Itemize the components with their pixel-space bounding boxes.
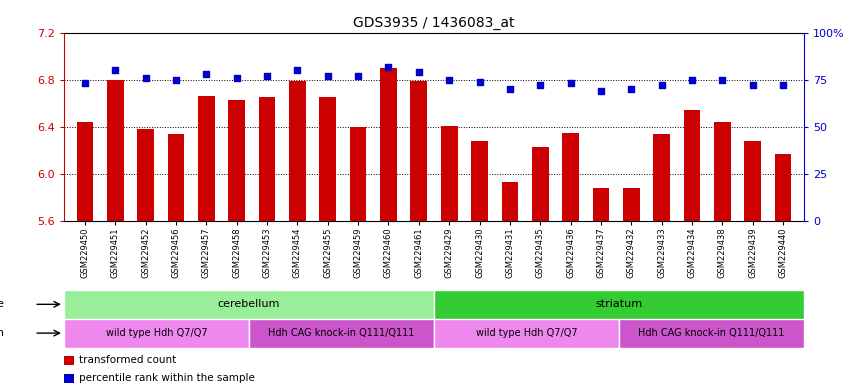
Text: Hdh CAG knock-in Q111/Q111: Hdh CAG knock-in Q111/Q111 [638,328,785,338]
Point [351,73,365,79]
Bar [64,356,74,365]
Bar [77,122,94,221]
Bar [592,188,609,221]
Bar [64,319,248,348]
Point [563,80,577,86]
Text: striatum: striatum [596,299,643,310]
Bar [248,319,434,348]
Bar [501,182,518,221]
Bar [64,374,74,383]
Point [321,73,334,79]
Bar [168,134,185,221]
Bar [683,110,700,221]
Bar [350,127,367,221]
Bar [380,68,397,221]
Point [745,82,759,88]
Point [382,63,396,70]
Bar [434,290,804,319]
Bar [623,188,640,221]
Bar [228,100,245,221]
Bar [410,81,427,221]
Text: transformed count: transformed count [78,355,176,365]
Title: GDS3935 / 1436083_at: GDS3935 / 1436083_at [353,16,515,30]
Bar [532,147,549,221]
Bar [107,80,123,221]
Point [443,76,456,83]
Bar [434,319,619,348]
Point [685,76,699,83]
Point [534,82,547,88]
Point [109,67,123,73]
Text: wild type Hdh Q7/Q7: wild type Hdh Q7/Q7 [106,328,207,338]
Point [139,75,152,81]
Text: percentile rank within the sample: percentile rank within the sample [78,373,254,383]
Point [776,82,790,88]
Text: cerebellum: cerebellum [218,299,280,310]
Point [472,78,486,84]
Point [503,86,517,92]
Bar [64,290,434,319]
Point [412,69,426,75]
Bar [563,132,579,221]
Bar [774,154,791,221]
Point [594,88,608,94]
Bar [259,97,276,221]
Point [625,86,638,92]
Bar [619,319,804,348]
Text: Hdh CAG knock-in Q111/Q111: Hdh CAG knock-in Q111/Q111 [268,328,414,338]
Bar [654,134,670,221]
Bar [198,96,214,221]
Bar [137,129,154,221]
Point [200,71,214,77]
Bar [745,141,761,221]
Bar [441,126,458,221]
Point [169,76,183,83]
Text: wild type Hdh Q7/Q7: wild type Hdh Q7/Q7 [476,328,577,338]
Point [654,82,668,88]
Bar [714,122,731,221]
Point [716,76,729,83]
Point [291,67,305,73]
Text: tissue: tissue [0,299,4,310]
Bar [471,141,488,221]
Point [230,75,243,81]
Point [260,73,274,79]
Point [78,80,92,86]
Bar [319,97,336,221]
Text: genotype/variation: genotype/variation [0,328,4,338]
Bar [289,81,306,221]
